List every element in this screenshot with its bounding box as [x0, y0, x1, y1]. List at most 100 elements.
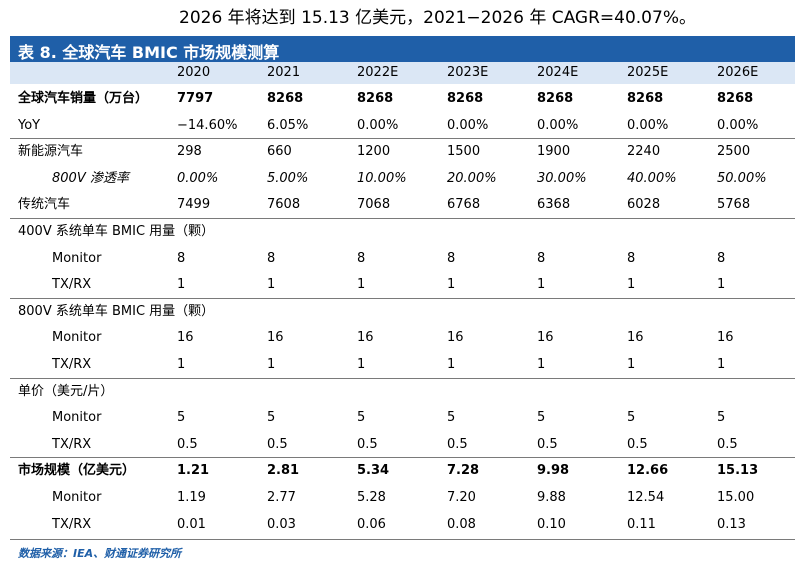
row-label: 新能源汽车 — [18, 144, 84, 160]
row-label: Monitor — [52, 250, 102, 266]
row-label: 800V 渗透率 — [52, 170, 129, 186]
cell-value: 1 — [627, 357, 636, 372]
cell-value: 6028 — [627, 197, 661, 213]
cell-value: 8 — [537, 250, 546, 266]
cell-value: 7.20 — [447, 490, 476, 505]
cell-value: 2.81 — [267, 463, 300, 479]
source-note: 数据来源：IEA、财通证券研究所 — [18, 547, 182, 560]
cell-value: 16 — [357, 330, 374, 346]
row-label: 市场规模（亿美元） — [18, 463, 136, 479]
cell-value: 0.5 — [627, 436, 648, 452]
cell-value: 0.11 — [627, 516, 656, 532]
cell-value: 0.00% — [447, 117, 489, 133]
cell-value: 5768 — [717, 197, 751, 213]
cell-value: 8268 — [267, 91, 304, 106]
row-label: TX/RX — [52, 357, 92, 372]
cell-value: 1 — [177, 357, 186, 372]
cell-value: 7068 — [357, 197, 391, 213]
cell-value: 9.88 — [537, 490, 566, 505]
row-label: 800V 系统单车 BMIC 用量（颗） — [18, 303, 215, 319]
cell-value: 660 — [267, 144, 292, 160]
cell-value: 7499 — [177, 197, 211, 213]
cell-value: 16 — [717, 330, 734, 346]
cell-value: 5.34 — [357, 463, 390, 479]
cell-value: 8 — [177, 250, 186, 266]
row-label: YoY — [18, 117, 41, 133]
cell-value: 8268 — [627, 91, 664, 106]
cell-value: 12.66 — [627, 463, 669, 479]
cell-value: −14.60% — [177, 117, 238, 133]
column-header: 2020 — [177, 65, 211, 80]
cell-value: 50.00% — [717, 170, 767, 186]
cell-value: 5 — [627, 410, 636, 426]
header-row — [10, 62, 795, 84]
cell-value: 1 — [717, 357, 726, 372]
cell-value: 5 — [537, 410, 546, 426]
cell-value: 1 — [267, 357, 276, 372]
cell-value: 0.5 — [357, 436, 378, 452]
separator — [10, 138, 795, 140]
cell-value: 1 — [357, 277, 366, 293]
cell-value: 1 — [357, 357, 366, 372]
cell-value: 8268 — [537, 91, 574, 106]
cell-value: 5 — [357, 410, 366, 426]
column-header: 2022E — [357, 65, 399, 80]
cell-value: 1 — [447, 277, 456, 293]
table-title: 表 8. 全球汽车 BMIC 市场规模测算 — [18, 43, 280, 62]
cell-value: 1 — [627, 277, 636, 293]
row-label: TX/RX — [52, 516, 92, 532]
title-bar — [10, 36, 795, 62]
cell-value: 0.00% — [537, 117, 579, 133]
cell-value: 1.21 — [177, 463, 210, 479]
cell-value: 2240 — [627, 144, 661, 160]
cell-value: 8268 — [717, 91, 754, 106]
separator — [10, 457, 795, 459]
cell-value: 0.08 — [447, 516, 476, 532]
cell-value: 1900 — [537, 144, 571, 160]
cell-value: 8 — [627, 250, 636, 266]
cell-value: 7797 — [177, 91, 214, 106]
headline: 2026 年将达到 15.13 亿美元，2021−2026 年 CAGR=40.… — [179, 8, 696, 28]
row-label: TX/RX — [52, 436, 92, 452]
cell-value: 8 — [447, 250, 456, 266]
cell-value: 0.00% — [717, 117, 759, 133]
cell-value: 0.10 — [537, 516, 566, 532]
cell-value: 0.00% — [177, 170, 219, 186]
cell-value: 8 — [717, 250, 726, 266]
separator — [10, 297, 795, 299]
cell-value: 16 — [627, 330, 644, 346]
cell-value: 0.5 — [267, 436, 288, 452]
cell-value: 5.28 — [357, 490, 386, 505]
cell-value: 20.00% — [447, 170, 497, 186]
cell-value: 30.00% — [537, 170, 587, 186]
cell-value: 8 — [357, 250, 366, 266]
cell-value: 15.00 — [717, 490, 755, 505]
cell-value: 8268 — [357, 91, 394, 106]
cell-value: 10.00% — [357, 170, 407, 186]
cell-value: 0.03 — [267, 516, 296, 532]
cell-value: 298 — [177, 144, 202, 160]
cell-value: 16 — [267, 330, 284, 346]
cell-value: 0.5 — [717, 436, 738, 452]
column-header: 2024E — [537, 65, 579, 80]
separator — [10, 377, 795, 379]
cell-value: 1 — [177, 277, 186, 293]
cell-value: 1 — [447, 357, 456, 372]
cell-value: 1 — [717, 277, 726, 293]
cell-value: 40.00% — [627, 170, 677, 186]
cell-value: 0.00% — [627, 117, 669, 133]
cell-value: 8268 — [447, 91, 484, 106]
cell-value: 5 — [717, 410, 726, 426]
bottom-rule — [10, 539, 795, 541]
cell-value: 7.28 — [447, 463, 480, 479]
cell-value: 0.5 — [447, 436, 468, 452]
cell-value: 0.5 — [177, 436, 198, 452]
cell-value: 5.00% — [267, 170, 309, 186]
row-label: 全球汽车销量（万台） — [18, 91, 149, 106]
cell-value: 2.77 — [267, 490, 296, 505]
cell-value: 1500 — [447, 144, 481, 160]
cell-value: 5 — [177, 410, 186, 426]
cell-value: 6368 — [537, 197, 571, 213]
cell-value: 15.13 — [717, 463, 759, 479]
